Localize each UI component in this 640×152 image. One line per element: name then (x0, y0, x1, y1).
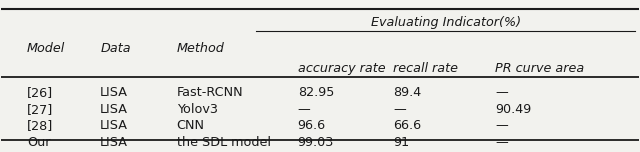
Text: 99.03: 99.03 (298, 136, 334, 149)
Text: LISA: LISA (100, 86, 128, 99)
Text: —: — (298, 103, 310, 116)
Text: the SDL model: the SDL model (177, 136, 271, 149)
Text: 91: 91 (394, 136, 410, 149)
Text: [26]: [26] (27, 86, 53, 99)
Text: Model: Model (27, 42, 65, 55)
Text: PR curve area: PR curve area (495, 62, 584, 74)
Text: recall rate: recall rate (394, 62, 458, 74)
Text: Evaluating Indicator(%): Evaluating Indicator(%) (371, 16, 521, 29)
Text: Method: Method (177, 42, 225, 55)
Text: [28]: [28] (27, 119, 53, 132)
Text: —: — (394, 103, 406, 116)
Text: LISA: LISA (100, 136, 128, 149)
Text: 82.95: 82.95 (298, 86, 334, 99)
Text: LISA: LISA (100, 103, 128, 116)
Text: Fast-RCNN: Fast-RCNN (177, 86, 243, 99)
Text: LISA: LISA (100, 119, 128, 132)
Text: —: — (495, 119, 508, 132)
Text: accuracy rate: accuracy rate (298, 62, 385, 74)
Text: 90.49: 90.49 (495, 103, 531, 116)
Text: 96.6: 96.6 (298, 119, 326, 132)
Text: —: — (495, 86, 508, 99)
Text: Data: Data (100, 42, 131, 55)
Text: 89.4: 89.4 (394, 86, 422, 99)
Text: 66.6: 66.6 (394, 119, 421, 132)
Text: CNN: CNN (177, 119, 205, 132)
Text: Yolov3: Yolov3 (177, 103, 218, 116)
Text: —: — (495, 136, 508, 149)
Text: [27]: [27] (27, 103, 53, 116)
Text: Our: Our (27, 136, 51, 149)
